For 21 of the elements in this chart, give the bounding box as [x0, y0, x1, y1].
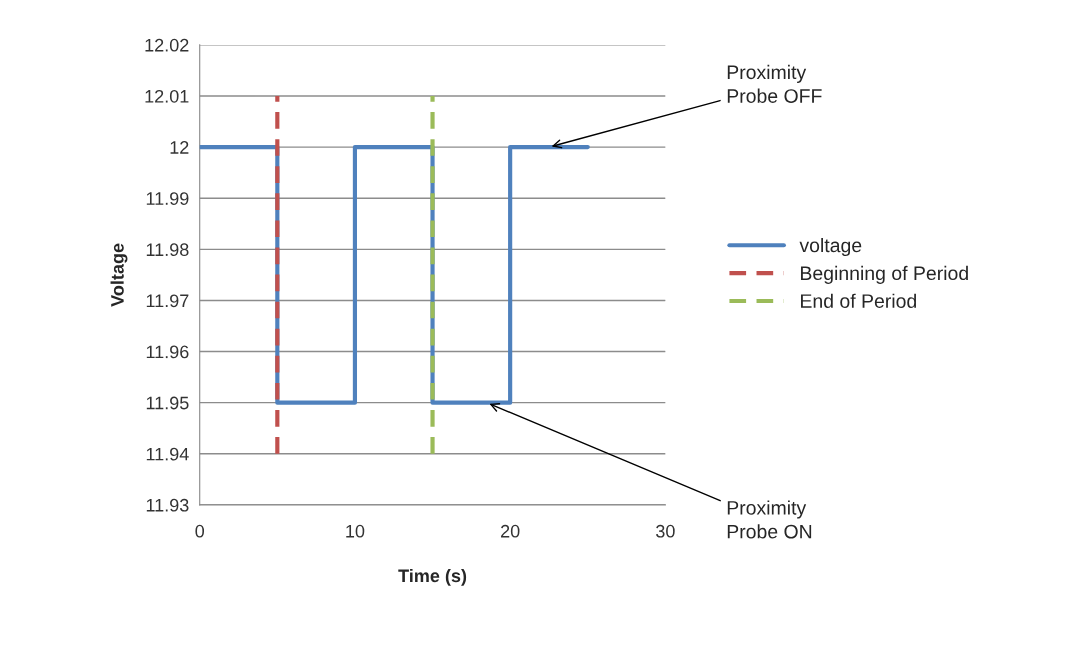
x-tick-label: 20 [501, 524, 520, 538]
legend-label: voltage [799, 237, 862, 257]
y-tick-label: 12.01 [145, 89, 189, 103]
y-tick-label: 11.93 [146, 498, 189, 512]
y-tick-label: 11.94 [146, 447, 189, 461]
x-tick-label: 10 [346, 524, 365, 538]
x-axis-title: Time (s) [398, 568, 467, 586]
y-tick-label: 12.02 [145, 38, 189, 52]
y-tick-label: 12 [170, 141, 189, 154]
annotation: Proximity Probe ON [727, 500, 812, 539]
x-tick-label: 0 [195, 524, 205, 538]
y-tick-label: 11.98 [146, 243, 189, 257]
legend-label: End of Period [801, 293, 916, 308]
y-tick-label: 11.97 [146, 294, 189, 308]
y-tick-label: 11.95 [146, 396, 189, 410]
y-axis-title: Voltage [110, 243, 128, 307]
y-tick-label: 11.96 [146, 345, 189, 359]
x-tick-label: 30 [656, 524, 675, 538]
annotation: Proximity Probe OFF [727, 64, 822, 103]
y-tick-label: 11.99 [146, 192, 189, 205]
legend-label: Beginning of Period [801, 265, 968, 284]
